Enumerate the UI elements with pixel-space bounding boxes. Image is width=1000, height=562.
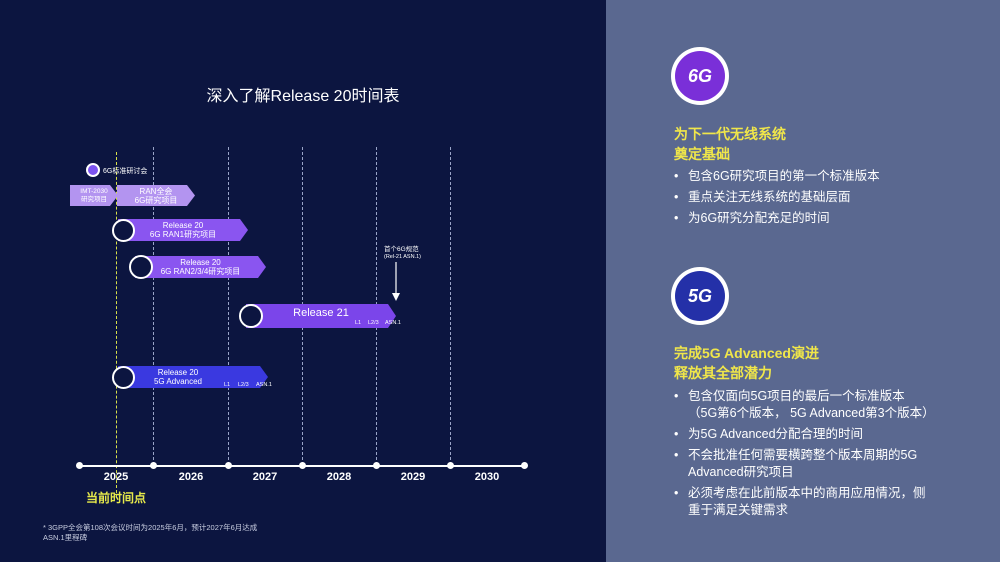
list-item: 为5G Advanced分配合理的时间	[674, 426, 929, 443]
axis-tick	[76, 462, 83, 469]
rel20-ran1-bar: Release 20 6G RAN1研究项目	[118, 219, 248, 241]
heading-6g-line1: 为下一代无线系统	[674, 126, 786, 142]
first-6g-spec-label: 首个6G规范	[384, 246, 419, 253]
axis-tick	[521, 462, 528, 469]
down-arrow-icon	[392, 262, 400, 301]
imt2030-bar: IMT-2030 研究项目	[70, 185, 118, 206]
6g-logo-icon: 6G	[671, 47, 729, 105]
workshop-label: 6G标准研讨会	[103, 168, 148, 175]
year-label-2026: 2026	[178, 471, 204, 483]
rel20-ran234-bar: Release 20 6G RAN2/3/4研究项目	[135, 256, 266, 278]
6g-logo-text: 6G	[675, 51, 725, 101]
current-time-line	[116, 152, 117, 498]
bullets-6g: 包含6G研究项目的第一个标准版本 重点关注无线系统的基础层面 为6G研究分配充足…	[674, 168, 954, 231]
first-6g-spec-sub: (Rel-21 ASN.1)	[384, 254, 421, 260]
heading-5g-line1: 完成5G Advanced演进	[674, 345, 819, 361]
axis-tick	[373, 462, 380, 469]
bullets-5g: 包含仅面向5G项目的最后一个标准版本（5G第6个版本， 5G Advanced第…	[674, 388, 935, 523]
5g-logo-text: 5G	[675, 271, 725, 321]
rel21-mark-l1: L1	[355, 320, 362, 326]
axis-tick	[225, 462, 232, 469]
axis-tick	[299, 462, 306, 469]
rel20-ran1-marker	[112, 219, 135, 242]
grid-line-2030	[450, 147, 451, 465]
rel20-5g-mark-l23: L2/3	[238, 382, 249, 388]
rel20-5g-marker	[112, 366, 135, 389]
list-item: 包含6G研究项目的第一个标准版本	[674, 168, 954, 185]
heading-6g: 为下一代无线系统 奠定基础	[674, 124, 786, 164]
ran-plenary-bar: RAN全会 6G研究项目	[117, 185, 195, 206]
workshop-marker	[86, 163, 100, 177]
rel20-ran234-marker	[129, 255, 153, 279]
rel21-mark-l23: L2/3	[368, 320, 379, 326]
list-item: 重点关注无线系统的基础层面	[674, 189, 954, 206]
heading-5g: 完成5G Advanced演进 释放其全部潜力	[674, 343, 819, 383]
rel21-label: Release 21	[293, 306, 349, 319]
grid-line-2026	[153, 147, 154, 465]
page-title: 深入了解Release 20时间表	[206, 88, 400, 105]
rel20-5g-mark-l1: L1	[224, 382, 231, 388]
rel20-5g-mark-asn1: ASN.1	[256, 382, 272, 388]
axis-tick	[150, 462, 157, 469]
axis-tick	[447, 462, 454, 469]
list-item: 包含仅面向5G项目的最后一个标准版本（5G第6个版本， 5G Advanced第…	[674, 388, 935, 422]
footnote: * 3GPP全会第108次会议时间为2025年6月，预计2027年6月达成ASN…	[43, 523, 258, 542]
heading-6g-line2: 奠定基础	[674, 146, 730, 162]
year-label-2028: 2028	[326, 471, 352, 483]
year-label-2029: 2029	[400, 471, 426, 483]
5g-logo-icon: 5G	[671, 267, 729, 325]
rel21-mark-asn1: ASN.1	[385, 320, 401, 326]
timeline-panel: 深入了解Release 20时间表 6G标准研讨会 IMT-2030 研究项目 …	[43, 88, 528, 542]
rel20-5g-bar: Release 20 5G Advanced	[118, 366, 268, 388]
year-label-2030: 2030	[474, 471, 500, 483]
grid-line-2027	[228, 147, 229, 465]
list-item: 必须考虑在此前版本中的商用应用情况，侧重于满足关键需求	[674, 485, 929, 519]
rel21-bar: Release 21	[246, 304, 396, 328]
list-item: 为6G研究分配充足的时间	[674, 210, 954, 227]
summary-panel: 6G	[606, 0, 1000, 562]
rel21-marker	[239, 304, 263, 328]
heading-5g-line2: 释放其全部潜力	[674, 365, 772, 381]
list-item: 不会批准任何需要横跨整个版本周期的5G Advanced研究项目	[674, 447, 929, 481]
year-label-2025: 2025	[103, 471, 129, 483]
year-label-2027: 2027	[252, 471, 278, 483]
current-time-label: 当前时间点	[85, 491, 146, 505]
